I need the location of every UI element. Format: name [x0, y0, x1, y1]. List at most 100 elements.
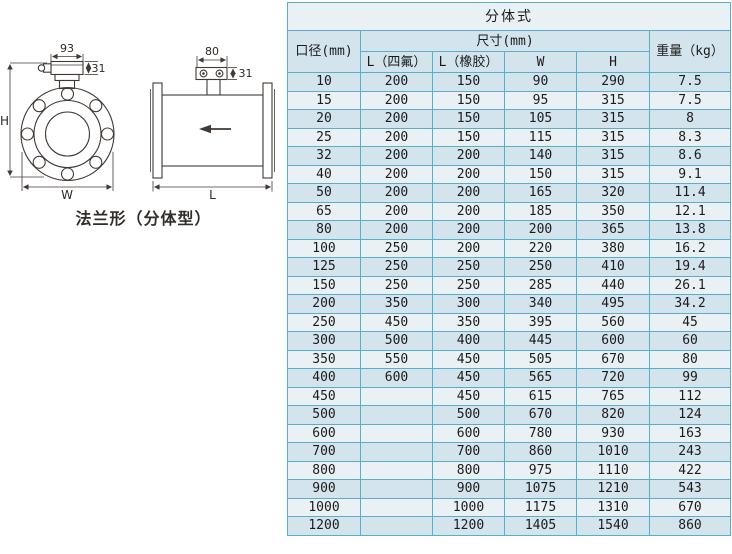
cell-diameter: 125: [287, 257, 361, 277]
table-row: 500 500 670 820 124: [287, 405, 732, 425]
table-title: 分体式: [286, 2, 732, 31]
cell-l-rubber: 300: [432, 294, 505, 314]
cell-l-ptfe: [360, 497, 433, 517]
cell-weight: 422: [648, 460, 732, 480]
col-header-l-ptfe: L（四氟）: [360, 51, 433, 73]
cell-l-rubber: 200: [432, 183, 505, 203]
table-row: 200 350 300 340 495 34.2: [287, 294, 732, 314]
cell-weight: 12.1: [648, 201, 732, 221]
cell-weight: 9.1: [648, 164, 732, 184]
table-row: 700 700 860 1010 243: [287, 442, 732, 462]
cell-h: 315: [576, 146, 650, 166]
cell-w: 105: [504, 109, 577, 129]
cell-l-ptfe: 200: [360, 146, 433, 166]
cell-l-ptfe: [360, 405, 433, 425]
table-row: 300 500 400 445 600 60: [287, 331, 732, 351]
cell-diameter: 500: [287, 405, 361, 425]
cell-weight: 13.8: [648, 220, 732, 240]
cell-l-rubber: 1200: [432, 516, 505, 536]
cell-weight: 11.4: [648, 183, 732, 203]
cell-l-ptfe: 250: [360, 238, 433, 258]
cell-h: 380: [576, 238, 650, 258]
cell-diameter: 250: [287, 312, 361, 332]
cell-l-ptfe: 350: [360, 294, 433, 314]
table-row: 600 600 780 930 163: [287, 423, 732, 443]
cell-h: 315: [576, 109, 650, 129]
cell-l-ptfe: [360, 479, 433, 499]
cell-weight: 543: [648, 479, 732, 499]
cell-l-ptfe: 200: [360, 201, 433, 221]
cell-weight: 670: [648, 497, 732, 517]
cell-l-ptfe: 600: [360, 368, 433, 388]
cell-l-ptfe: 200: [360, 109, 433, 129]
cell-l-rubber: 900: [432, 479, 505, 499]
cell-diameter: 350: [287, 349, 361, 369]
cell-h: 560: [576, 312, 650, 332]
table-row: 15 200 150 95 315 7.5: [287, 90, 732, 110]
cell-diameter: 20: [287, 109, 361, 129]
cell-diameter: 32: [287, 146, 361, 166]
cell-w: 975: [504, 460, 577, 480]
cell-l-rubber: 800: [432, 460, 505, 480]
cell-weight: 34.2: [648, 294, 732, 314]
cell-l-rubber: 250: [432, 275, 505, 295]
table-row: 10 200 150 90 290 7.5: [287, 72, 732, 92]
cell-weight: 8: [648, 109, 732, 129]
cell-h: 365: [576, 220, 650, 240]
cell-h: 1540: [576, 516, 650, 536]
cell-h: 315: [576, 90, 650, 110]
cell-l-rubber: 450: [432, 386, 505, 406]
cell-h: 320: [576, 183, 650, 203]
col-header-l-rubber: L（橡胶）: [432, 51, 505, 73]
cell-l-ptfe: 200: [360, 90, 433, 110]
table-row: 150 250 250 285 440 26.1: [287, 275, 732, 295]
cell-h: 410: [576, 257, 650, 277]
cell-weight: 7.5: [648, 72, 732, 92]
spec-table: 分体式 口径(mm) 尺寸(mm) 重量（kg） L（四氟） L（橡胶） W H…: [286, 2, 732, 536]
cell-h: 315: [576, 164, 650, 184]
cell-l-ptfe: 200: [360, 72, 433, 92]
table-row: 20 200 150 105 315 8: [287, 109, 732, 129]
cell-l-rubber: 150: [432, 127, 505, 147]
col-header-w: W: [504, 51, 577, 73]
cell-diameter: 150: [287, 275, 361, 295]
side-top-height-label: 31: [239, 67, 253, 80]
cell-diameter: 15: [287, 90, 361, 110]
cell-l-ptfe: 200: [360, 127, 433, 147]
cell-l-rubber: 250: [432, 257, 505, 277]
cell-h: 930: [576, 423, 650, 443]
cell-l-ptfe: [360, 460, 433, 480]
cell-diameter: 50: [287, 183, 361, 203]
front-width-dim-label: W: [61, 188, 73, 202]
cell-weight: 19.4: [648, 257, 732, 277]
cell-h: 1010: [576, 442, 650, 462]
side-view-drawing: 80 31: [150, 45, 275, 202]
cell-weight: 860: [648, 516, 732, 536]
cell-w: 670: [504, 405, 577, 425]
cell-w: 115: [504, 127, 577, 147]
cell-weight: 8.6: [648, 146, 732, 166]
cell-h: 1110: [576, 460, 650, 480]
cell-diameter: 65: [287, 201, 361, 221]
cell-l-ptfe: [360, 386, 433, 406]
cell-weight: 7.5: [648, 90, 732, 110]
cell-diameter: 900: [287, 479, 361, 499]
cell-w: 445: [504, 331, 577, 351]
cell-l-rubber: 200: [432, 201, 505, 221]
cell-h: 440: [576, 275, 650, 295]
cell-h: 1210: [576, 479, 650, 499]
table-row: 125 250 250 250 410 19.4: [287, 257, 732, 277]
cell-diameter: 40: [287, 164, 361, 184]
cell-l-rubber: 400: [432, 331, 505, 351]
table-row: 800 800 975 1110 422: [287, 460, 732, 480]
table-row: 450 450 615 765 112: [287, 386, 732, 406]
cell-weight: 99: [648, 368, 732, 388]
cell-weight: 60: [648, 331, 732, 351]
cell-l-ptfe: 250: [360, 257, 433, 277]
table-row: 25 200 150 115 315 8.3: [287, 127, 732, 147]
cell-w: 185: [504, 201, 577, 221]
cell-w: 150: [504, 164, 577, 184]
cell-w: 90: [504, 72, 577, 92]
table-row: 32 200 200 140 315 8.6: [287, 146, 732, 166]
